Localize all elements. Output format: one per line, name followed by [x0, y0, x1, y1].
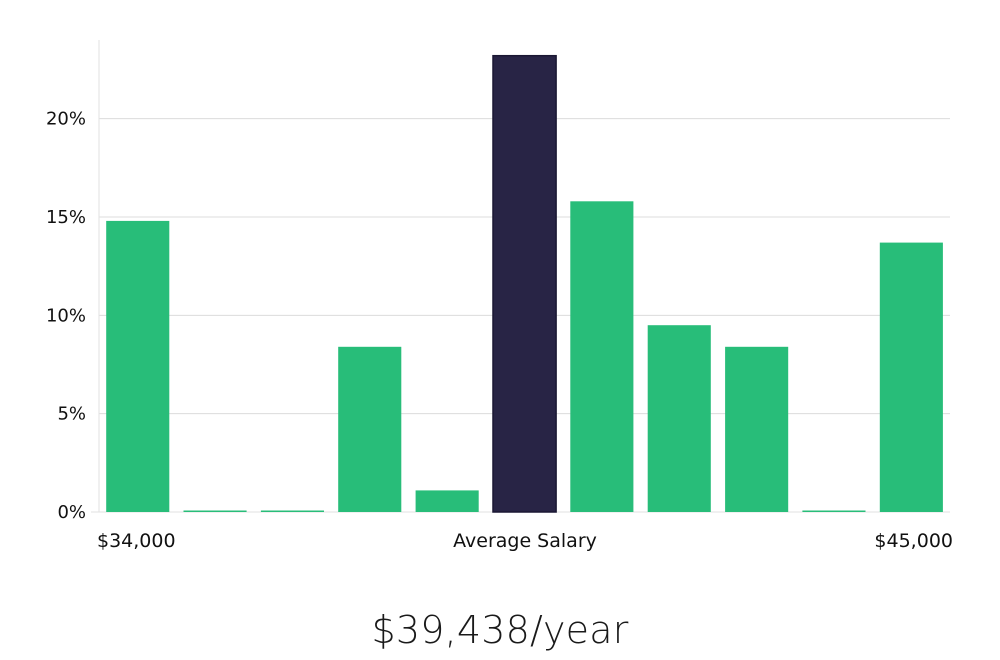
bar-average-salary [492, 54, 557, 513]
y-tick-label: 0% [57, 502, 86, 523]
x-label-max: $45,000 [874, 530, 953, 552]
bar-chart-svg: 0% 5% 10% 15% 20% $34,000 Average Salary $45… [46, 40, 953, 552]
x-label-min: $34,000 [97, 530, 176, 552]
bar [570, 201, 634, 513]
bar [260, 510, 324, 512]
bar [647, 325, 711, 512]
y-tick-label: 5% [57, 404, 86, 425]
bar [106, 220, 170, 512]
y-tick-labels: 0% 5% 10% 15% 20% [46, 109, 86, 523]
bar [338, 346, 402, 512]
bar [183, 510, 247, 512]
x-label-center: Average Salary [453, 530, 597, 552]
x-axis-labels: $34,000 Average Salary $45,000 [97, 530, 953, 552]
bar [879, 242, 943, 512]
y-tick-label: 15% [46, 207, 86, 228]
average-salary-value: $39,438/year [371, 608, 629, 652]
bar [802, 510, 866, 512]
y-tick-label: 20% [46, 109, 86, 130]
bars [106, 54, 943, 513]
y-tick-label: 10% [46, 305, 86, 326]
bar [415, 490, 479, 512]
bar [725, 346, 789, 512]
